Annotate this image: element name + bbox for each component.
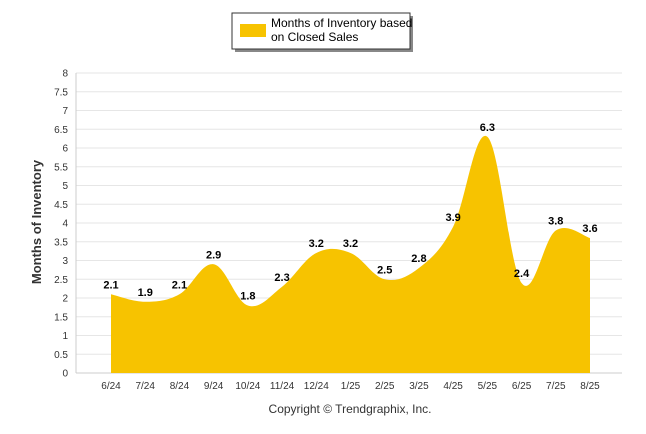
- data-label: 2.5: [377, 264, 392, 276]
- series-area: [111, 135, 590, 373]
- y-tick-label: 7: [62, 106, 68, 117]
- x-tick-label: 8/25: [580, 381, 600, 392]
- x-tick-label: 11/24: [270, 381, 295, 392]
- x-tick-label: 9/24: [204, 381, 224, 392]
- x-tick-label: 6/24: [101, 381, 121, 392]
- x-tick-label: 10/24: [235, 381, 260, 392]
- x-tick-label: 5/25: [478, 381, 498, 392]
- data-label: 3.2: [309, 238, 324, 250]
- y-tick-label: 5.5: [54, 162, 68, 173]
- data-label: 6.3: [480, 122, 495, 134]
- data-label: 1.8: [240, 291, 255, 303]
- x-axis-ticks: 6/24 7/24 8/24 9/24 10/24 11/24 12/24 1/25 2/25 3…: [101, 381, 600, 392]
- y-tick-label: 4.5: [54, 200, 68, 211]
- data-label: 3.2: [343, 238, 358, 250]
- y-tick-label: 3: [62, 256, 68, 267]
- y-tick-label: 2.5: [54, 275, 68, 286]
- y-tick-label: 2: [62, 294, 68, 305]
- x-tick-label: 8/24: [170, 381, 190, 392]
- y-tick-label: 4: [62, 219, 68, 230]
- data-label: 3.9: [445, 212, 460, 224]
- data-label: 2.9: [206, 249, 221, 261]
- x-tick-label: 6/25: [512, 381, 532, 392]
- legend: Months of Inventory based on Closed Sale…: [231, 12, 413, 52]
- y-axis-title: Months of Inventory: [29, 159, 44, 284]
- data-label: 3.6: [582, 223, 597, 235]
- data-label: 2.3: [274, 272, 289, 284]
- legend-label-line2: on Closed Sales: [271, 30, 358, 44]
- data-label: 2.4: [514, 268, 530, 280]
- data-label: 1.9: [138, 287, 153, 299]
- x-tick-label: 7/25: [546, 381, 566, 392]
- data-label: 2.1: [103, 279, 118, 291]
- copyright-footer: Copyright © Trendgraphix, Inc.: [269, 402, 432, 416]
- y-tick-label: 1: [62, 331, 68, 342]
- data-label: 2.1: [172, 279, 187, 291]
- x-tick-label: 12/24: [304, 381, 329, 392]
- y-tick-label: 6: [62, 144, 68, 155]
- legend-swatch: [240, 24, 266, 37]
- y-tick-label: 6.5: [54, 125, 68, 136]
- x-tick-label: 1/25: [341, 381, 361, 392]
- x-tick-label: 3/25: [409, 381, 429, 392]
- y-tick-label: 0.5: [54, 350, 68, 361]
- y-tick-label: 8: [62, 69, 68, 80]
- legend-label-line1: Months of Inventory based: [271, 16, 412, 30]
- plot-area: [111, 135, 590, 373]
- x-tick-label: 2/25: [375, 381, 395, 392]
- y-axis-ticks: 0 0.5 1 1.5 2 2.5 3 3.5 4 4.5 5 5.5 6 6.5 7 7.5 8: [54, 69, 68, 380]
- data-label: 2.8: [411, 253, 426, 265]
- x-tick-label: 4/25: [443, 381, 463, 392]
- data-labels: 2.1 1.9 2.1 2.9 1.8 2.3 3.2 3.2 2.5 2.8 3.9 6.3 2.4 3…: [103, 122, 597, 303]
- data-label: 3.8: [548, 216, 563, 228]
- y-tick-label: 3.5: [54, 237, 68, 248]
- x-tick-label: 7/24: [135, 381, 155, 392]
- y-tick-label: 1.5: [54, 312, 68, 323]
- y-tick-label: 7.5: [54, 87, 68, 98]
- y-tick-label: 5: [62, 181, 68, 192]
- y-tick-label: 0: [62, 369, 68, 380]
